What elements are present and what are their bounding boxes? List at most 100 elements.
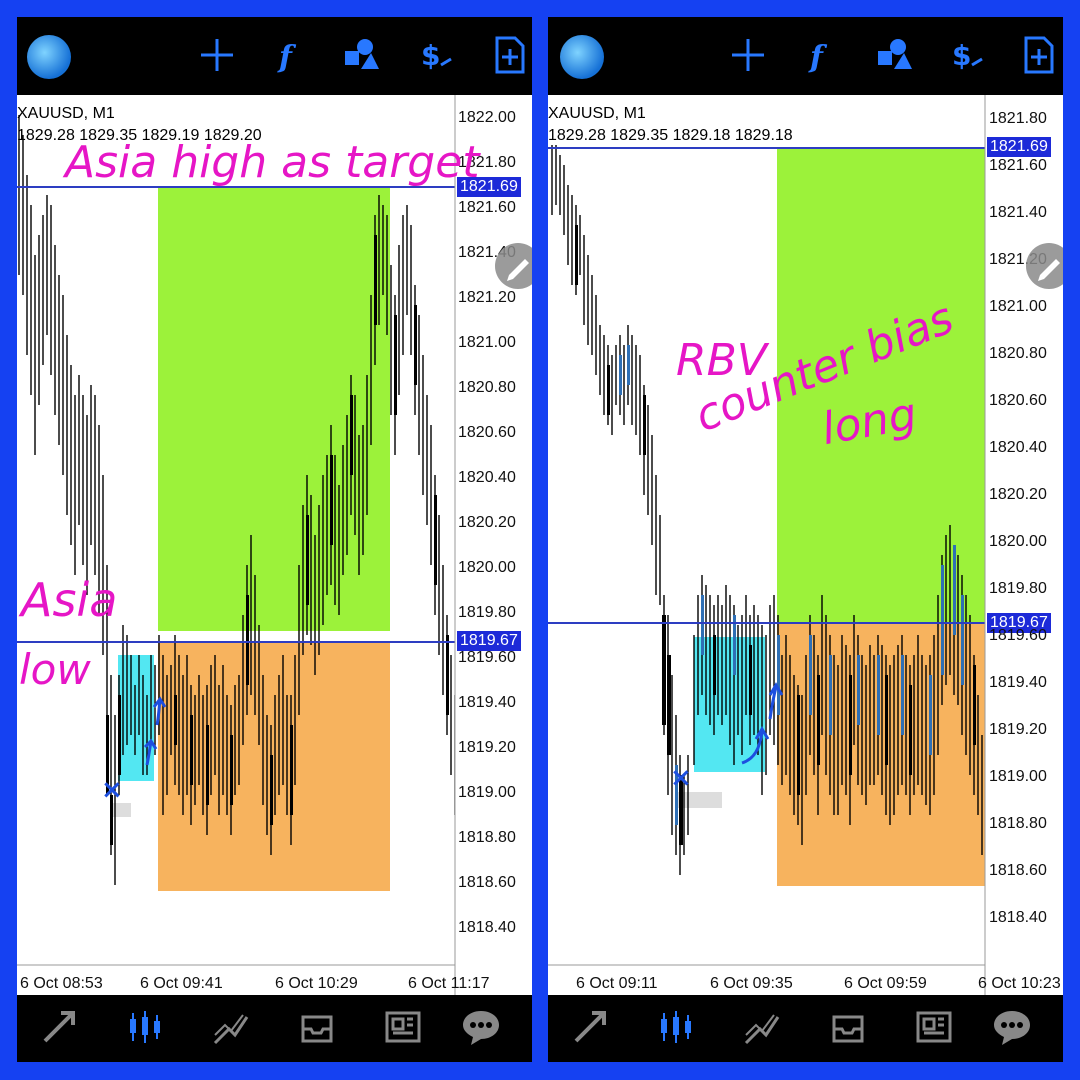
price-tick: 1819.20 [458,739,516,756]
asia-high-line[interactable] [17,186,455,188]
price-tick: 1821.00 [458,334,516,351]
svg-text:$: $ [952,39,971,72]
asia-low-line[interactable] [17,641,455,643]
time-tick: 6 Oct 08:53 [20,975,103,992]
chart-icon[interactable] [125,1007,165,1047]
symbol-label: XAUUSD, M1 [548,105,646,122]
edit-pencil-button[interactable] [495,243,532,289]
ohlc-readout: 1829.28 1829.35 1829.19 1829.20 [17,127,262,144]
time-tick: 6 Oct 10:29 [275,975,358,992]
asia-high-line[interactable] [548,147,985,149]
ohlc-readout: 1829.28 1829.35 1829.18 1829.18 [548,127,793,144]
price-tick: 1818.60 [458,874,516,891]
price-tick: 1820.80 [989,345,1047,362]
price-tick: 1819.00 [458,784,516,801]
price-tick: 1821.00 [989,298,1047,315]
news-icon[interactable] [383,1007,423,1047]
time-tick: 6 Oct 09:59 [844,975,927,992]
asia-low-price-tag: 1819.67 [987,613,1051,633]
price-tick: 1821.60 [458,199,516,216]
asia-high-price-tag: 1821.69 [457,177,521,197]
price-tick: 1819.00 [989,768,1047,785]
trade-icon[interactable] [570,1007,610,1047]
chat-icon[interactable] [461,1007,501,1047]
annotation-asia: Asia [21,573,118,627]
price-tick: 1819.20 [989,721,1047,738]
price-tick: 1819.80 [458,604,516,621]
time-tick: 6 Oct 11:17 [408,975,490,992]
bottom-navigation [548,995,1063,1062]
new-order-icon[interactable] [489,35,529,75]
annotation-rbv: RBV [676,335,767,386]
pencil-icon [507,259,529,281]
objects-icon[interactable] [874,35,914,75]
metatrader-logo-icon[interactable] [27,35,71,79]
price-tick: 1819.40 [989,674,1047,691]
price-tick: 1818.60 [989,862,1047,879]
time-tick: 6 Oct 09:41 [140,975,223,992]
annotation-low: low [19,645,91,694]
price-chart[interactable]: XAUUSD, M1 1829.28 1829.35 1829.18 1829.… [548,95,1063,995]
gray-marker [111,803,131,817]
crosshair-icon[interactable] [197,35,237,75]
price-tick: 1820.40 [458,469,516,486]
svg-text:f: f [277,40,297,75]
top-toolbar: f $ [17,17,532,95]
price-tick: 1820.60 [458,424,516,441]
svg-text:f: f [808,40,828,75]
mailbox-icon[interactable] [297,1007,337,1047]
top-toolbar: f $ [548,17,1063,95]
crosshair-icon[interactable] [728,35,768,75]
mailbox-icon[interactable] [828,1007,868,1047]
symbol-label: XAUUSD, M1 [17,105,115,122]
analysis-icon[interactable] [211,1007,251,1047]
symbol-dollar-icon[interactable]: $ [946,35,986,75]
indicators-f-icon[interactable]: f [269,35,309,75]
svg-text:$: $ [421,39,440,72]
price-tick: 1821.80 [989,110,1047,127]
metatrader-logo-icon[interactable] [560,35,604,79]
annotation-asia-high-target: Asia high as target [65,137,480,188]
news-icon[interactable] [914,1007,954,1047]
chart-panel-right: f $ XAUUSD, M1 1829.28 1829.35 1829.18 1… [548,17,1063,1062]
time-tick: 6 Oct 09:35 [710,975,793,992]
chart-icon[interactable] [656,1007,696,1047]
price-tick: 1818.80 [989,815,1047,832]
price-tick: 1820.60 [989,392,1047,409]
bottom-navigation [17,995,532,1062]
edit-pencil-button[interactable] [1026,243,1063,289]
pencil-icon [1038,259,1060,281]
price-tick: 1818.80 [458,829,516,846]
price-tick: 1821.60 [989,157,1047,174]
price-tick: 1819.60 [458,649,516,666]
chat-icon[interactable] [992,1007,1032,1047]
stop-zone[interactable] [158,641,390,891]
price-tick: 1820.00 [458,559,516,576]
entry-x-mark: × [101,775,123,805]
chart-panel-left: f $ XAUUSD, M1 1829.28 1829.35 1829.19 1… [17,17,532,1062]
asia-low-price-tag: 1819.67 [457,631,521,651]
price-tick: 1821.40 [989,204,1047,221]
entry-x-mark: × [670,763,692,793]
price-tick: 1819.40 [458,694,516,711]
candles-left [18,115,455,885]
new-order-icon[interactable] [1018,35,1058,75]
indicators-f-icon[interactable]: f [800,35,840,75]
price-tick: 1820.20 [458,514,516,531]
price-tick: 1820.20 [989,486,1047,503]
analysis-icon[interactable] [742,1007,782,1047]
symbol-dollar-icon[interactable]: $ [415,35,455,75]
time-tick: 6 Oct 09:11 [576,975,658,992]
price-chart[interactable]: XAUUSD, M1 1829.28 1829.35 1829.19 1829.… [17,95,532,995]
objects-icon[interactable] [341,35,381,75]
price-tick: 1821.20 [458,289,516,306]
asia-low-line[interactable] [548,622,985,624]
price-tick: 1821.80 [458,154,516,171]
price-tick: 1820.40 [989,439,1047,456]
price-tick: 1819.80 [989,580,1047,597]
price-tick: 1818.40 [458,919,516,936]
candles-right [551,145,983,875]
price-tick: 1820.80 [458,379,516,396]
asia-high-price-tag: 1821.69 [987,137,1051,157]
trade-icon[interactable] [39,1007,79,1047]
